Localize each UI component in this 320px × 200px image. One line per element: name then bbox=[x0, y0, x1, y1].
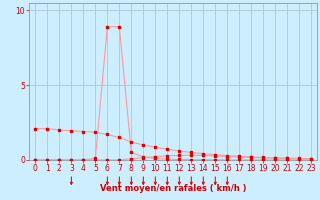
X-axis label: Vent moyen/en rafales ( km/h ): Vent moyen/en rafales ( km/h ) bbox=[100, 184, 246, 193]
